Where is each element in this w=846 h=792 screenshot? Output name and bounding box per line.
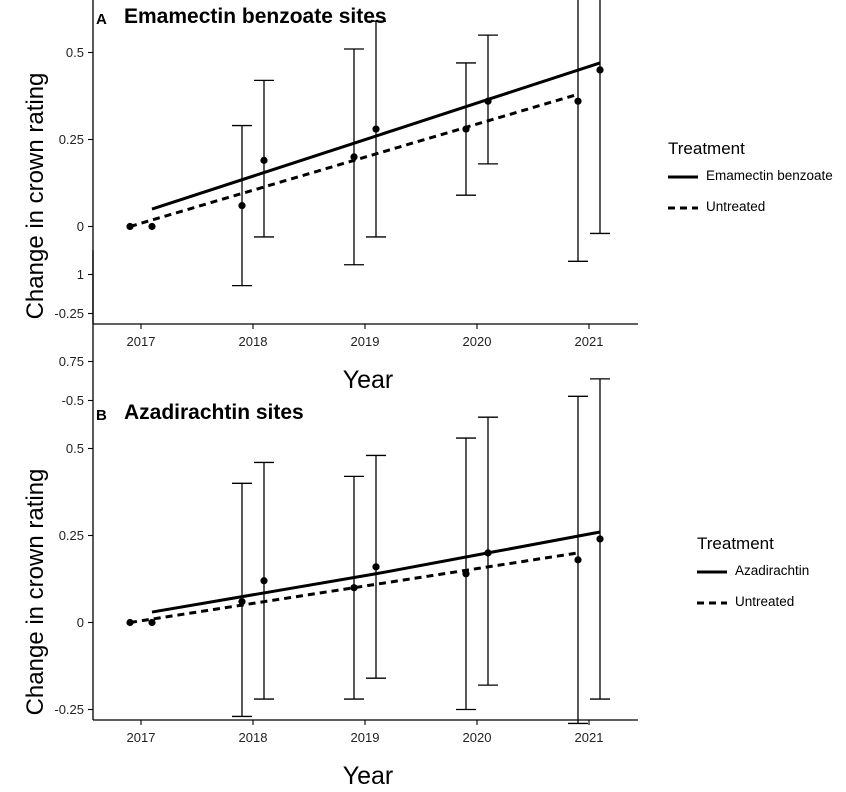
y-tick-label: -0.5: [62, 393, 84, 408]
data-point: [148, 618, 156, 627]
y-tick-label: 0.25: [59, 132, 84, 147]
data-point: [260, 577, 268, 585]
x-axis-title: Year: [342, 762, 394, 790]
y-tick-label: 0.5: [66, 441, 84, 456]
y-tick-label: 1: [77, 267, 84, 282]
data-point: [238, 202, 246, 210]
plot-area-b: -0.5 -0.25 0 0.25 0.5 0.75 1 2017 2018 2019 2020 20…: [54, 250, 638, 792]
x-tick-label: 2020: [463, 334, 492, 349]
panel-b: -0.5 -0.25 0 0.25 0.5 0.75 1 2017 2018 2019 2020 20…: [0, 250, 846, 792]
data-point: [350, 584, 358, 592]
solid-line-key-icon: [697, 570, 727, 574]
data-point: [238, 598, 246, 606]
x-tick-label: 2017: [127, 730, 156, 745]
data-point: [126, 222, 134, 231]
legend-title: Treatment: [668, 139, 745, 158]
x-tick-label: 2020: [463, 730, 492, 745]
solid-line-key-icon: [668, 175, 698, 179]
x-axis-title: Year: [342, 366, 394, 394]
x-tick-label: 2017: [127, 334, 156, 349]
legend: Treatment Emamectin benzoate Untreated: [668, 139, 833, 228]
panel-label: A: [96, 11, 107, 28]
x-tick-label: 2018: [239, 730, 268, 745]
y-tick-label: 0.5: [66, 45, 84, 60]
data-point: [462, 125, 470, 133]
data-point: [372, 125, 380, 133]
trend-line: [129, 551, 579, 624]
data-point: [484, 97, 492, 105]
y-tick-label: 0.75: [59, 354, 84, 369]
chart-title: Azadirachtin sites: [124, 401, 304, 424]
x-tick-label: 2021: [575, 730, 604, 745]
data-point: [596, 66, 604, 74]
dashed-line-key-icon: [697, 601, 727, 605]
data-point: [126, 618, 134, 627]
y-tick-label: 0.25: [59, 528, 84, 543]
data-point: [574, 556, 582, 564]
legend-title: Treatment: [697, 534, 774, 553]
legend-item: Emamectin benzoate: [668, 166, 833, 197]
legend-item: Untreated: [668, 197, 765, 228]
y-axis-title: Change in crown rating: [22, 468, 49, 716]
plot-area-a: -0.5 -0.25 0 0.25 0.5 0.75 1 2017 2018 2019 2020 20…: [54, 0, 638, 408]
data-point: [574, 97, 582, 105]
data-point: [372, 563, 380, 571]
panel-label: B: [96, 407, 107, 424]
data-point: [462, 570, 470, 578]
data-point: [148, 222, 156, 231]
x-tick-label: 2018: [239, 334, 268, 349]
data-point: [596, 535, 604, 543]
data-point: [260, 156, 268, 164]
x-tick-label: 2021: [575, 334, 604, 349]
y-tick-label: 0: [77, 219, 84, 234]
y-tick-label: -0.5: [62, 789, 84, 792]
x-tick-label: 2019: [351, 730, 380, 745]
legend-label: Untreated: [735, 594, 795, 609]
legend-item: Azadirachtin: [697, 561, 809, 592]
x-tick-label: 2019: [351, 334, 380, 349]
legend-item: Untreated: [697, 592, 794, 623]
legend: Treatment Azadirachtin Untreated: [697, 534, 809, 623]
legend-label: Emamectin benzoate: [706, 168, 833, 183]
y-tick-label: -0.25: [54, 702, 84, 717]
data-point: [350, 153, 358, 161]
chart-title: Emamectin benzoate sites: [124, 5, 387, 28]
dashed-line-key-icon: [668, 206, 698, 210]
legend-label: Untreated: [706, 199, 766, 214]
y-tick-label: 0: [77, 615, 84, 630]
legend-label: Azadirachtin: [735, 563, 810, 578]
y-tick-label: -0.25: [54, 306, 84, 321]
data-point: [484, 549, 492, 557]
y-axis-title: Change in crown rating: [22, 72, 49, 320]
panel-a: -0.5 -0.25 0 0.25 0.5 0.75 1 2017 2018 2019 2020 20…: [22, 0, 833, 408]
